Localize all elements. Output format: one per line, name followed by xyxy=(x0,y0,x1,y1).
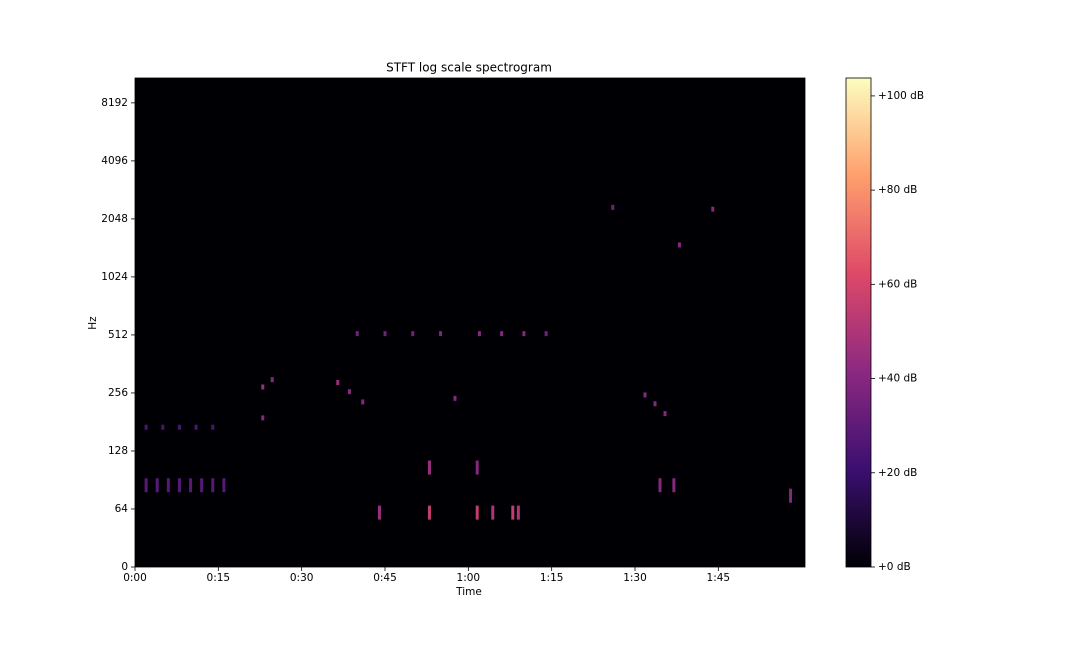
spectrogram-cell xyxy=(475,460,479,475)
spectrogram-cell xyxy=(161,424,165,430)
x-tick-label: 1:45 xyxy=(707,572,731,584)
spectrogram-cell xyxy=(177,478,181,493)
spectrogram-cell xyxy=(658,478,662,493)
spectrogram-cell xyxy=(511,505,515,520)
spectrogram-cell xyxy=(427,460,431,475)
y-axis-label: Hz xyxy=(87,316,99,330)
colorbar-tick-label: +20 dB xyxy=(878,467,917,479)
spectrogram-cell xyxy=(377,505,381,520)
spectrogram-cell xyxy=(427,505,431,520)
spectrogram-cell xyxy=(677,242,681,248)
spectrogram-cell xyxy=(711,206,715,212)
spectrogram-cell xyxy=(347,389,351,395)
x-tick-label: 0:15 xyxy=(207,572,231,584)
x-tick-label: 1:15 xyxy=(540,572,564,584)
spectrogram-cell xyxy=(261,384,265,390)
y-tick-label: 0 xyxy=(121,561,128,573)
spectrogram-cell xyxy=(439,331,443,337)
colorbar-tick-label: +100 dB xyxy=(878,90,924,102)
x-tick-label: 0:30 xyxy=(290,572,314,584)
spectrogram-cell xyxy=(194,424,198,430)
spectrogram-cell xyxy=(361,399,365,405)
spectrogram-cell xyxy=(453,395,457,401)
y-tick-label: 4096 xyxy=(101,155,128,167)
spectrogram-cell xyxy=(166,478,170,493)
x-tick-label: 1:30 xyxy=(623,572,647,584)
spectrogram-cell xyxy=(270,377,274,383)
spectrogram-cell xyxy=(189,478,193,493)
colorbar-tick-label: +0 dB xyxy=(878,561,911,573)
spectrogram-cell xyxy=(500,331,504,337)
spectrogram-cell xyxy=(177,424,181,430)
spectrogram-cell xyxy=(144,478,148,493)
y-tick-label: 128 xyxy=(108,445,128,457)
x-tick-label: 1:00 xyxy=(457,572,481,584)
x-tick-label: 0:00 xyxy=(123,572,147,584)
spectrogram-cell xyxy=(336,380,340,386)
y-tick-label: 1024 xyxy=(101,271,128,283)
y-tick-label: 8192 xyxy=(101,97,128,109)
spectrogram-cell xyxy=(383,331,387,337)
y-tick-label: 512 xyxy=(108,329,128,341)
spectrogram-cell xyxy=(522,331,526,337)
spectrogram-cell xyxy=(261,415,265,421)
spectrogram-cell xyxy=(411,331,415,337)
colorbar-tick-label: +60 dB xyxy=(878,278,917,290)
spectrogram-cell xyxy=(477,331,481,337)
spectrogram-cell xyxy=(211,424,215,430)
spectrogram-cell xyxy=(653,401,657,407)
spectrogram-cell xyxy=(355,331,359,337)
spectrogram-cell xyxy=(144,424,148,430)
spectrogram-cell xyxy=(222,478,226,493)
spectrogram-cell xyxy=(491,505,495,520)
colorbar-tick-label: +40 dB xyxy=(878,373,917,385)
spectrogram-cell xyxy=(672,478,676,493)
spectrogram-cell xyxy=(475,505,479,520)
spectrogram-cell xyxy=(155,478,159,493)
plot-background xyxy=(135,78,805,567)
plot-frame xyxy=(134,77,806,568)
chart-title: STFT log scale spectrogram xyxy=(386,61,552,75)
colorbar-tick-label: +80 dB xyxy=(878,184,917,196)
y-tick-label: 2048 xyxy=(101,213,128,225)
spectrogram-cell xyxy=(544,331,548,337)
spectrogram-cell xyxy=(211,478,215,493)
spectrogram-cell xyxy=(200,478,204,493)
y-tick-label: 64 xyxy=(115,503,129,515)
spectrogram-cell xyxy=(516,505,520,520)
x-axis-label: Time xyxy=(455,586,482,598)
colorbar xyxy=(845,77,872,568)
spectrogram-cell xyxy=(643,392,647,398)
spectrogram-cell xyxy=(611,204,615,210)
y-tick-label: 256 xyxy=(108,387,128,399)
spectrogram-cell xyxy=(789,488,793,503)
spectrogram-cell xyxy=(663,411,667,417)
x-tick-label: 0:45 xyxy=(373,572,397,584)
